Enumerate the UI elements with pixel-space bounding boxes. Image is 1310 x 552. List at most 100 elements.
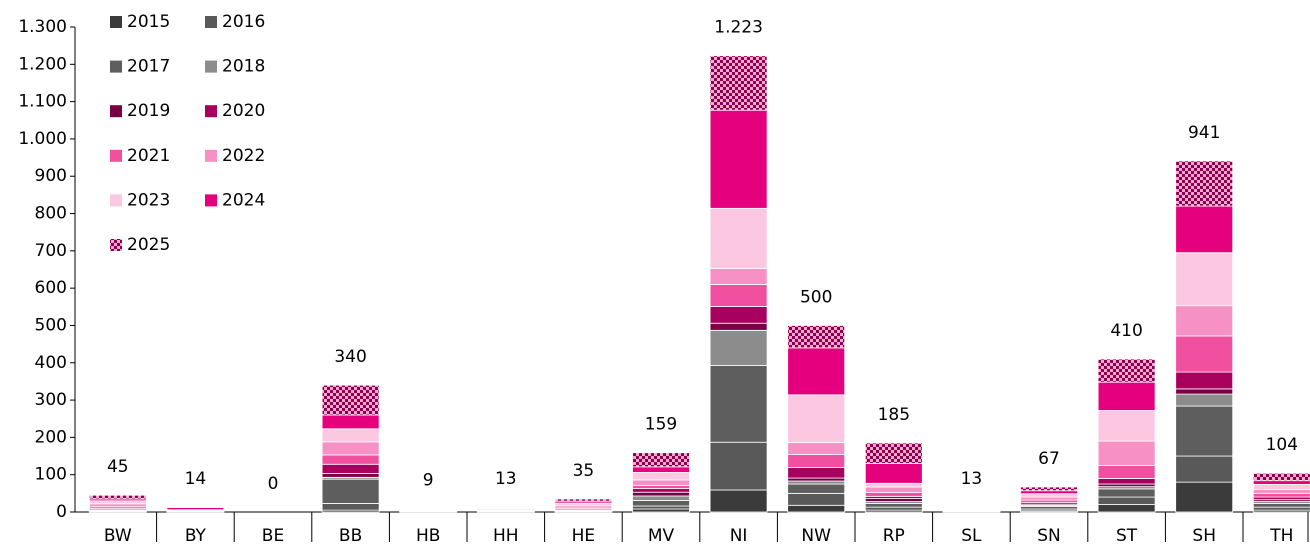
y-tick-label: 0 — [56, 502, 67, 522]
bar-segment — [1175, 305, 1234, 337]
bar-segment — [632, 488, 690, 493]
y-tick-label: 1.000 — [18, 129, 67, 149]
bar-segment — [864, 498, 923, 502]
x-tick-label: SN — [1037, 526, 1061, 546]
bar-segment — [166, 506, 225, 508]
bar-segment — [1097, 464, 1156, 479]
bar-segment — [88, 494, 147, 500]
bar-segment — [787, 347, 846, 396]
y-tick-label: 100 — [35, 465, 67, 485]
bar-segment — [632, 505, 690, 510]
bar-segment — [787, 480, 846, 485]
legend-label: 2015 — [127, 12, 170, 32]
bar-segment — [1175, 335, 1234, 373]
bar-segment — [554, 498, 613, 502]
bar-segment — [321, 454, 380, 465]
bar-segment — [787, 394, 846, 444]
y-tick-label: 1.300 — [18, 17, 67, 37]
bar-segment — [1097, 496, 1156, 505]
x-tick-label: BE — [262, 526, 284, 546]
total-label: 941 — [1188, 123, 1220, 143]
bar-segment — [1252, 506, 1310, 511]
bar-segment — [321, 503, 380, 511]
legend-swatch — [205, 105, 217, 118]
bar-segment — [1252, 492, 1310, 498]
bar-segment — [1175, 371, 1234, 390]
bar-segment — [709, 489, 768, 513]
x-tick-label: TH — [1269, 526, 1293, 546]
bar-segment — [88, 500, 147, 505]
bar-segment — [1097, 410, 1156, 442]
y-tick-label: 800 — [35, 204, 67, 224]
bar-segment — [1175, 455, 1234, 483]
x-tick-label: RP — [883, 526, 905, 546]
bar-segment — [88, 503, 147, 508]
x-tick-label: SL — [961, 526, 982, 546]
total-label: 35 — [573, 461, 595, 481]
bar-segment — [1175, 393, 1234, 407]
total-label: 410 — [1110, 321, 1142, 341]
bar-segment — [1097, 381, 1156, 411]
x-tick-label: HB — [416, 526, 440, 546]
total-label: 159 — [645, 415, 677, 435]
total-label: 104 — [1266, 435, 1298, 455]
bar-segment — [1097, 478, 1156, 485]
bar-segment — [1097, 504, 1156, 513]
bar-segment — [1097, 358, 1156, 383]
bar-segment — [709, 329, 768, 366]
legend-swatch — [205, 16, 217, 28]
bar-segment — [632, 472, 690, 481]
bar-segment — [709, 322, 768, 331]
legend-swatch — [205, 194, 217, 207]
x-tick-label: BB — [339, 526, 362, 546]
legend-label: 2023 — [127, 190, 170, 210]
bar-segment — [864, 486, 923, 493]
bar-segment — [864, 506, 923, 511]
bar-segment — [864, 442, 923, 464]
bar-segment — [632, 495, 690, 501]
bar-segment — [1175, 388, 1234, 395]
bar-segment — [1175, 205, 1234, 254]
bar-segment — [709, 55, 768, 111]
bar-segment — [632, 500, 690, 507]
legend-label: 2022 — [222, 146, 265, 166]
bar-segment — [321, 414, 380, 430]
y-tick-label: 700 — [35, 241, 67, 261]
total-label: 13 — [961, 469, 983, 489]
bar-segment — [709, 364, 768, 443]
bar-segment — [632, 491, 690, 497]
bar-segment — [1252, 480, 1310, 485]
bar-segment — [1020, 486, 1078, 492]
bar-segment — [864, 503, 923, 508]
bar-segment — [864, 463, 923, 484]
x-tick-label: MV — [648, 526, 675, 546]
total-label: 1.223 — [714, 18, 763, 38]
bar-segment — [1020, 490, 1078, 495]
legend-label: 2018 — [222, 57, 265, 77]
x-tick-label: BW — [104, 526, 132, 546]
total-label: 500 — [800, 287, 832, 307]
legend-swatch — [110, 149, 122, 162]
bar-segment — [321, 478, 380, 504]
bar-segment — [864, 482, 923, 488]
y-tick-label: 500 — [35, 315, 67, 335]
total-label: 45 — [107, 457, 129, 477]
bar-segment — [632, 479, 690, 486]
total-label: 185 — [878, 405, 910, 425]
bar-segment — [632, 452, 690, 468]
bar-segment — [1020, 496, 1078, 501]
bar-segment — [787, 442, 846, 455]
bar-segment — [321, 441, 380, 456]
bar-segment — [709, 267, 768, 285]
legend-swatch — [110, 60, 122, 73]
bar-segment — [1252, 472, 1310, 482]
total-label: 14 — [185, 469, 207, 489]
bar-segment — [632, 466, 690, 473]
y-tick-label: 400 — [35, 353, 67, 373]
legend-label: 2019 — [127, 101, 170, 121]
bar-segment — [1020, 493, 1078, 498]
bar-segment — [787, 325, 846, 349]
bar-segment — [1252, 489, 1310, 494]
bar-segment — [787, 467, 846, 479]
